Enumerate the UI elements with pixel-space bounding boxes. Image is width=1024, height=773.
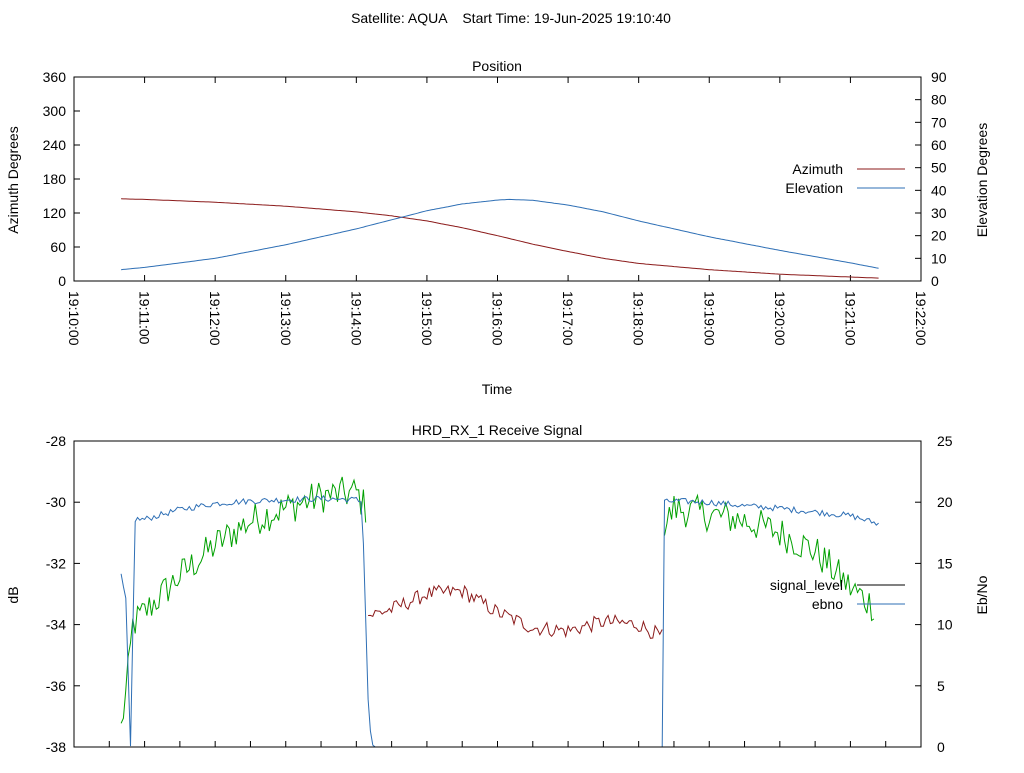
- position-ytick-label: 300: [43, 103, 67, 119]
- position-xtick-label: 19:14:00: [348, 291, 364, 346]
- receive-y2tick-label: 15: [937, 555, 953, 571]
- receive-y2tick-label: 0: [937, 739, 945, 755]
- position-ytick-label: 120: [43, 205, 67, 221]
- receive-y2tick-label: 25: [937, 433, 953, 449]
- position-y2tick-label: 50: [931, 160, 947, 176]
- receive-ytick-label: -38: [46, 739, 66, 755]
- receive-series-unlabeled-line: [664, 493, 875, 622]
- position-chart-y2label: Elevation Degrees: [974, 123, 990, 237]
- position-y2tick-label: 70: [931, 114, 947, 130]
- receive-series-ebno-line: [120, 494, 376, 748]
- position-xtick-label: 19:17:00: [560, 291, 576, 346]
- position-plot-frame: [73, 76, 922, 282]
- position-ytick-label: 240: [43, 137, 67, 153]
- position-y2tick-label: 80: [931, 92, 947, 108]
- receive-series-signal_level-line: [368, 584, 663, 639]
- position-ytick-label: 180: [43, 171, 67, 187]
- receive-plot-frame: [73, 440, 922, 748]
- receive-legend-label: signal_level: [770, 577, 843, 593]
- receive-ytick-label: -36: [46, 678, 66, 694]
- receive-ytick-label: -32: [46, 555, 66, 571]
- position-xtick-label: 19:12:00: [207, 291, 223, 346]
- receive-chart-ylabel: dB: [5, 586, 21, 603]
- position-xtick-label: 19:10:00: [66, 291, 82, 346]
- position-xtick-label: 19:22:00: [913, 291, 929, 346]
- position-chart-xlabel: Time: [482, 381, 513, 397]
- position-xtick-label: 19:15:00: [419, 291, 435, 346]
- position-xtick-label: 19:19:00: [701, 291, 717, 346]
- position-y2tick-label: 10: [931, 250, 947, 266]
- position-ytick-label: 0: [58, 273, 66, 289]
- position-y2tick-label: 30: [931, 205, 947, 221]
- position-chart-ylabel: Azimuth Degrees: [5, 126, 21, 233]
- receive-chart-title: HRD_RX_1 Receive Signal: [412, 422, 582, 438]
- position-xtick-label: 19:11:00: [137, 291, 153, 345]
- position-ytick-label: 360: [43, 69, 67, 85]
- position-chart-title: Position: [472, 58, 522, 74]
- position-legend-label: Elevation: [785, 180, 843, 196]
- position-legend-label: Azimuth: [792, 161, 843, 177]
- position-ytick-label: 60: [50, 239, 66, 255]
- position-xtick-label: 19:20:00: [772, 291, 788, 346]
- receive-signal-chart: HRD_RX_1 Receive Signal dB Eb/No -28 -30 -…: [5, 422, 990, 755]
- position-y2tick-label: 40: [931, 182, 947, 198]
- position-y2tick-label: 20: [931, 228, 947, 244]
- position-chart: Position Azimuth Degrees Elevation Degre…: [5, 58, 990, 397]
- position-xtick-label: 19:16:00: [490, 291, 506, 346]
- receive-legend-label: ebno: [812, 596, 843, 612]
- position-xtick-label: 19:18:00: [631, 291, 647, 346]
- position-xtick-label: 19:21:00: [842, 291, 858, 346]
- receive-ytick-label: -28: [46, 433, 66, 449]
- receive-chart-y2label: Eb/No: [974, 575, 990, 614]
- position-y2tick-label: 0: [931, 273, 939, 289]
- position-xtick-label: 19:13:00: [278, 291, 294, 346]
- receive-ytick-label: -30: [46, 494, 66, 510]
- page-header: Satellite: AQUA Start Time: 19-Jun-2025 …: [351, 10, 671, 26]
- position-series-elevation-line: [121, 198, 879, 271]
- position-series-azimuth-line: [121, 198, 879, 279]
- receive-y2tick-label: 10: [937, 617, 953, 633]
- receive-ytick-label: -34: [46, 617, 66, 633]
- receive-y2tick-label: 5: [937, 678, 945, 694]
- receive-series-ebno-line: [661, 497, 879, 748]
- receive-y2tick-label: 20: [937, 494, 953, 510]
- position-y2tick-label: 90: [931, 69, 947, 85]
- position-y2tick-label: 60: [931, 137, 947, 153]
